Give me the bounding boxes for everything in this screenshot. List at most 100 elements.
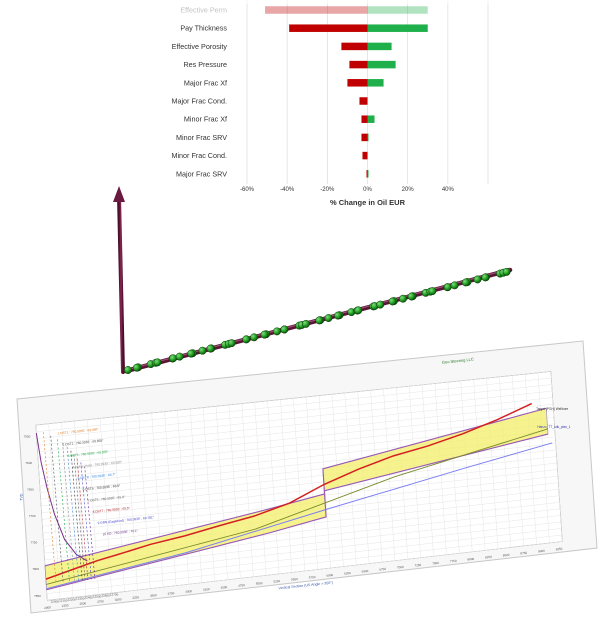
grid-line-horizontal: [38, 417, 554, 473]
frac-stage-marker: [450, 281, 459, 290]
category-label: Minor Frac SRV: [176, 133, 227, 142]
formation-label: 10 SD : 760.9935' : 70.1°: [102, 529, 138, 537]
x-tick-label: 6250: [344, 571, 351, 576]
marker-label: 12300: [76, 596, 85, 600]
marker-label: 12100: [59, 598, 68, 602]
formation-label: 6 DSTS : 760.9935' : 69.5°: [82, 484, 121, 492]
x-tick-label: 4250: [203, 587, 210, 592]
frac-stage-marker: [153, 358, 162, 367]
x-tick-label: 8500: [503, 553, 510, 558]
grid-line-horizontal: [41, 456, 557, 513]
frac-stage-marker: [428, 287, 437, 296]
y-tick-label: 7600: [25, 461, 32, 465]
formation-label: 5 DSTR : 760.9935' : 69.7°: [77, 472, 116, 480]
frac-stage-marker: [399, 294, 407, 303]
y-tick-label: 7700: [29, 514, 36, 518]
formation-trace: [76, 458, 89, 580]
x-tick-label: 8750: [520, 551, 527, 556]
frac-stage-marker: [354, 306, 363, 315]
frac-stage-marker: [280, 325, 289, 334]
x-tick-label: 4000: [185, 589, 192, 594]
formation-label: 2 DST2 : 760.9935' : 69.855°: [62, 438, 104, 446]
grid-line-horizontal: [38, 410, 554, 466]
y-tick-label: 7800: [32, 567, 39, 571]
formation-label: 4 Isolde Hudy : 760.9935' : 69.555°: [72, 460, 123, 469]
vertical-wellbore: [117, 194, 125, 374]
well-path-3d: [113, 186, 513, 374]
frac-stage-marker: [260, 330, 269, 339]
y-tick-label: 7750: [31, 541, 38, 545]
plan-line: [46, 442, 553, 590]
legend-entry: Target (PGH) Wellbore: [536, 407, 568, 411]
category-label: Res Pressure: [183, 60, 227, 69]
x-tick-label: 7500: [432, 561, 439, 566]
grid-line-horizontal: [36, 384, 552, 439]
bar: [359, 97, 368, 105]
x-tick-label: 5750: [309, 575, 316, 580]
formation-label: 7 DST6 : 760.9935' : 69.4°: [87, 495, 125, 503]
bar: [265, 6, 368, 14]
x-tick-label: 3500: [150, 593, 157, 598]
x-tick-label: 5000: [256, 581, 263, 586]
grid-line-horizontal: [35, 371, 551, 426]
frac-stage-marker: [132, 363, 141, 372]
marker-label: 12500: [93, 594, 102, 598]
x-tick-label: 2250: [62, 603, 69, 608]
bar: [367, 170, 369, 178]
grid-line-horizontal: [46, 534, 562, 594]
bar: [367, 42, 392, 51]
category-label: Effective Porosity: [172, 42, 228, 51]
x-tick-label: 7750: [450, 559, 457, 564]
y-tick-label: 7550: [24, 434, 31, 438]
frac-stage-marker: [250, 333, 259, 342]
formation-trace: [70, 450, 83, 581]
cross-section-plot: 1 DST1 : 760.9935' : 69.496° 2 DST2 : 760…: [16, 340, 598, 614]
x-tick-label: 20%: [402, 187, 415, 193]
x-tick-label: 3750: [167, 591, 174, 596]
frac-stage-marker: [175, 352, 184, 361]
plot-header: Geo Steering LLC: [442, 357, 474, 365]
grid-line-horizontal: [37, 397, 553, 453]
marker-label: 12600: [101, 594, 110, 598]
x-tick-label: 8000: [467, 557, 474, 562]
formation-label: 3 DST3 : 760.9935' : 69.555°: [67, 450, 109, 458]
frac-stage-marker: [124, 366, 132, 374]
x-tick-label: 0%: [363, 187, 372, 193]
frac-stage-marker: [473, 275, 482, 284]
bar: [341, 42, 368, 51]
frac-stage-marker: [242, 335, 251, 344]
frac-stage-marker: [407, 292, 416, 301]
x-tick-label: 2750: [97, 599, 104, 604]
x-axis-title: % Change in Oil EUR: [330, 198, 406, 207]
frac-stage-marker: [461, 278, 470, 287]
y-axis-title: TVD: [19, 493, 23, 501]
category-label: Minor Frac Cond.: [171, 151, 227, 160]
x-tick-label: 3250: [132, 595, 139, 600]
bar: [347, 79, 368, 87]
grid-line-horizontal: [47, 541, 563, 601]
bar: [361, 115, 368, 123]
x-tick-label: 2000: [44, 605, 51, 610]
marker-label: 12400: [85, 595, 94, 599]
bar: [361, 133, 368, 142]
x-tick-label: 5500: [291, 577, 298, 582]
grid-line-horizontal: [41, 449, 557, 507]
category-label: Minor Frac Xf: [184, 115, 227, 124]
x-tick-label: 5250: [273, 579, 280, 584]
x-tick-label: 6500: [361, 569, 368, 574]
formation-label: 8 DST7 : 760.9935' : 69.5°: [92, 506, 130, 514]
frac-stage-marker: [481, 273, 490, 282]
frac-stage-marker: [198, 346, 207, 355]
x-tick-label: 9250: [556, 547, 563, 552]
x-tick-label: 2500: [79, 601, 86, 606]
formation-label: 9 GRN (Eagleford) : 760.9935' : 69.781°: [97, 515, 154, 525]
frac-stage-marker: [388, 297, 397, 306]
bar: [367, 60, 396, 69]
x-tick-label: 6000: [326, 573, 333, 578]
x-tick-label: -40%: [280, 187, 295, 193]
bar: [367, 133, 369, 142]
bar: [367, 6, 428, 14]
frac-stage-marker: [502, 267, 511, 276]
x-tick-label: 8250: [485, 555, 492, 560]
